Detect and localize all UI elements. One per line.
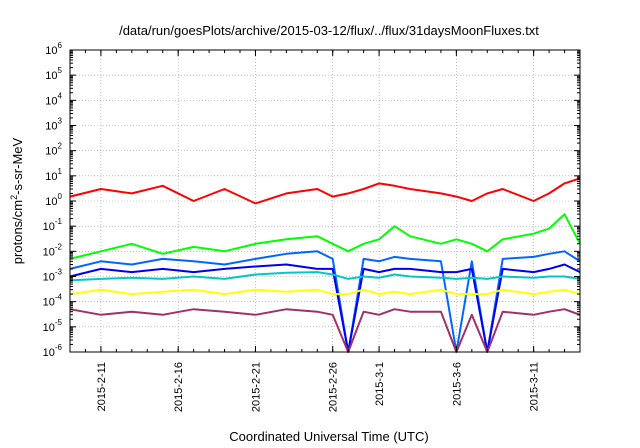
y-tick-label: 10-3	[43, 268, 63, 284]
y-tick-label: 100	[45, 192, 62, 208]
series-line-6	[69, 288, 581, 296]
series-line-2	[69, 213, 581, 260]
x-tick-label: 2015-2-11	[96, 362, 108, 411]
x-tick-label: 2015-3-6	[451, 362, 463, 406]
y-tick-label: 101	[45, 167, 62, 183]
series-line-1	[69, 177, 581, 205]
y-tick-label: 10-4	[43, 293, 63, 309]
y-tick-label: 10-5	[43, 318, 63, 334]
y-axis-label-main: protons/cm	[10, 200, 25, 264]
y-tick-label: 10-1	[43, 217, 63, 233]
x-tick-label: 2015-3-1	[374, 362, 386, 406]
x-axis-label: Coordinated Universal Time (UTC)	[229, 429, 428, 444]
x-tick-label: 2015-3-11	[529, 362, 541, 411]
series-line-5	[69, 271, 581, 282]
series-line-3	[69, 250, 581, 353]
y-tick-label: 103	[45, 117, 62, 133]
axis-ticks: 10-6 10-5 10-4 10-3 10-2 10-1 100 101 102 103 104 1…	[43, 41, 581, 412]
x-tick-label: 2015-2-21	[250, 362, 262, 412]
y-tick-label: 10-6	[43, 343, 63, 359]
y-tick-label: 10-2	[43, 242, 63, 258]
y-axis-label-unit: -s-sr-MeV	[10, 137, 25, 194]
y-axis-label: protons/cm2-s-sr-MeV	[9, 137, 25, 264]
x-tick-label: 2015-2-16	[173, 362, 185, 412]
x-tick-label: 2015-2-26	[328, 362, 340, 412]
series-line-7	[69, 308, 581, 353]
y-axis-label-superscript: 2	[9, 195, 19, 200]
y-tick-label: 106	[45, 41, 62, 57]
y-tick-label: 105	[45, 66, 62, 82]
y-tick-label: 102	[45, 142, 62, 158]
chart-title: /data/run/goesPlots/archive/2015-03-12/f…	[119, 23, 539, 38]
series-lines	[69, 177, 581, 353]
series-line-4	[69, 263, 581, 353]
y-tick-label: 104	[45, 91, 62, 107]
